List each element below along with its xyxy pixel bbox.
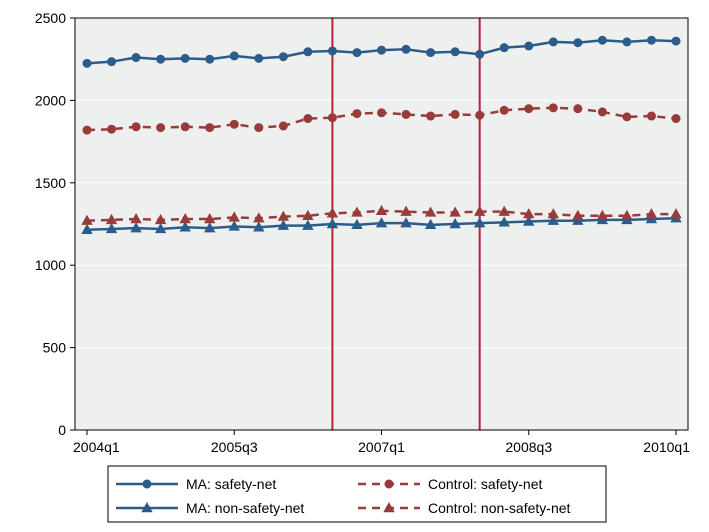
line-chart: 0 500 1000 1500 2000 2500 2004q1 2005q3 2007q1 20… (0, 0, 709, 532)
y-tick-label: 1500 (35, 175, 66, 191)
x-tick-label: 2010q1 (643, 439, 690, 455)
y-tick-label: 500 (43, 340, 67, 356)
chart-container: 0 500 1000 1500 2000 2500 2004q1 2005q3 2007q1 20… (0, 0, 709, 532)
legend-label: MA: non-safety-net (186, 500, 304, 516)
legend-label: MA: safety-net (186, 476, 276, 492)
legend-label: Control: safety-net (428, 476, 542, 492)
x-tick-label: 2007q1 (358, 439, 405, 455)
x-tick-label: 2004q1 (73, 439, 120, 455)
legend: MA: safety-net Control: safety-net MA: non… (108, 466, 606, 522)
x-tick-label: 2008q3 (505, 439, 552, 455)
y-tick-label: 1000 (35, 257, 66, 273)
y-tick-label: 0 (58, 422, 66, 438)
x-tick-label: 2005q3 (211, 439, 258, 455)
legend-label: Control: non-safety-net (428, 500, 571, 516)
y-tick-label: 2500 (35, 10, 66, 26)
y-tick-label: 2000 (35, 92, 66, 108)
